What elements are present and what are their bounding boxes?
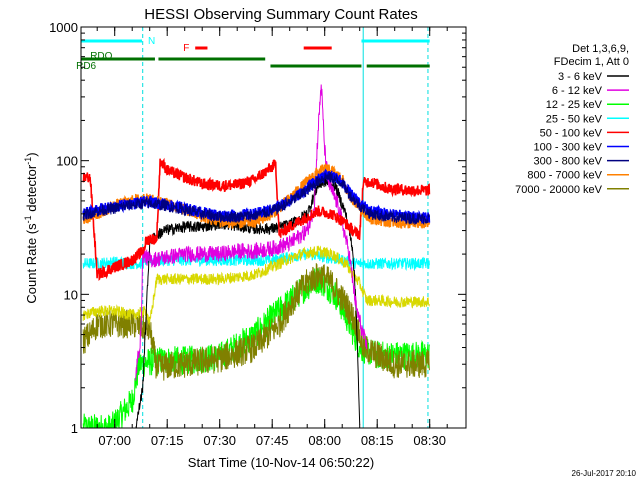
state-bar-label: F <box>183 43 189 54</box>
series-line <box>82 247 430 272</box>
series-line <box>135 84 368 381</box>
x-tick-label: 08:30 <box>413 433 446 448</box>
series-line <box>82 157 431 281</box>
y-tick-label: 1 <box>71 421 78 436</box>
y-axis-label-sup2: -1 <box>23 157 33 165</box>
series-layer <box>82 84 431 428</box>
y-axis-label: Count Rate (s-1 detector-1) <box>23 152 39 303</box>
footer-date: 26-Jul-2017 20:10 <box>572 469 637 478</box>
state-bar-label: RDO <box>90 51 112 62</box>
x-tick-label: 07:15 <box>151 433 184 448</box>
series-line <box>82 245 430 326</box>
legend-label: 800 - 7000 keV <box>527 170 602 182</box>
y-tick-label: 100 <box>56 154 78 169</box>
legend-header-line-2: FDecim 1, Att 0 <box>554 56 629 68</box>
y-tick-label: 1000 <box>49 20 78 35</box>
x-axis-label: Start Time (10-Nov-14 06:50:22) <box>188 455 374 470</box>
chart-title: HESSI Observing Summary Count Rates <box>144 6 417 23</box>
legend-label: 25 - 50 keV <box>546 113 603 125</box>
legend-label: 100 - 300 keV <box>534 142 603 154</box>
legend-header-line-1: Det 1,3,6,9, <box>572 43 629 55</box>
y-axis-label-end: ) <box>24 152 39 156</box>
x-tick-label: 07:45 <box>256 433 289 448</box>
legend-label: 300 - 800 keV <box>534 156 603 168</box>
x-tick-label: 07:00 <box>98 433 131 448</box>
legend-label: 6 - 12 keV <box>552 85 603 97</box>
x-axis: 07:00 07:15 07:30 07:45 08:00 08:15 08:30 <box>96 27 448 448</box>
plot-frame <box>80 26 467 429</box>
x-tick-label: 07:30 <box>203 433 236 448</box>
series-line <box>82 171 430 225</box>
state-bar-label: N <box>148 36 155 47</box>
legend-label: 7000 - 20000 keV <box>515 184 603 196</box>
legend-label: 50 - 100 keV <box>540 127 603 139</box>
y-axis-label-sup1: -1 <box>23 215 33 223</box>
legend: Det 1,3,6,9, FDecim 1, Att 0 3 - 6 keV 6 … <box>515 43 629 196</box>
x-tick-label: 08:15 <box>361 433 394 448</box>
y-axis-label-mid: detector <box>24 164 39 215</box>
state-bar-label: RD6 <box>76 61 96 72</box>
y-axis: 1 10 100 1000 <box>49 20 466 436</box>
y-axis-label-main: Count Rate (s <box>24 223 39 304</box>
legend-label: 3 - 6 keV <box>558 71 603 83</box>
legend-rows: 3 - 6 keV 6 - 12 keV 12 - 25 keV 25 - 50 ke… <box>515 71 629 196</box>
x-tick-label: 08:00 <box>308 433 341 448</box>
y-tick-label: 10 <box>64 287 78 302</box>
legend-label: 12 - 25 keV <box>546 99 603 111</box>
